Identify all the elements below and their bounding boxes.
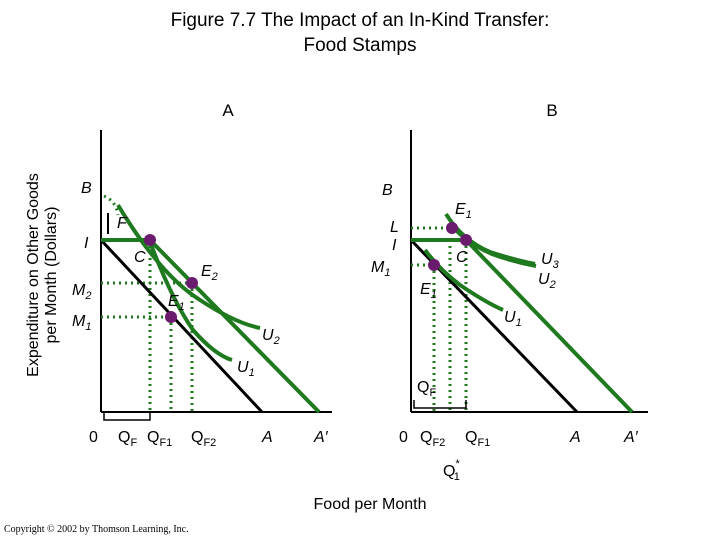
panel-b-label-i: I	[392, 237, 397, 254]
panel-a-qf-bracket	[103, 412, 151, 421]
panel-b-label-a-prime: A′	[623, 429, 639, 446]
panel-b-label-qf2: QF2	[420, 429, 445, 449]
x-axis-label: Food per Month	[314, 496, 427, 513]
panel-b-label-qf1: QF1	[465, 429, 490, 449]
panel-b-curve-u2	[450, 224, 537, 268]
panel-b-label-u1: U1	[504, 309, 522, 329]
panel-b-point-c	[460, 234, 472, 246]
panel-b-qf-bracket	[413, 400, 467, 409]
y-axis-label-line1: Expenditure on Other Goods	[25, 173, 42, 377]
panel-a-label-u2: U2	[262, 327, 280, 347]
panel-b-point-e1-top	[446, 222, 458, 234]
panel-a-title: A	[222, 101, 234, 120]
panel-a-point-e1	[165, 311, 177, 323]
panel-b: B L I M1 E1 C E1 U3 U2 U1 QF 0 QF2 QF1 A…	[371, 130, 648, 483]
panel-b-label-origin: 0	[399, 429, 408, 446]
panel-a-label-a: A	[261, 429, 273, 446]
panel-b-label-l: L	[390, 219, 399, 236]
panel-a-label-i: I	[84, 235, 89, 252]
panel-b-label-b: B	[382, 182, 393, 199]
panel-a-label-a-prime: A′	[313, 429, 329, 446]
panel-b-label-u3: U3	[541, 251, 560, 271]
figure-title-line1: Figure 7.7 The Impact of an In-Kind Tran…	[170, 10, 550, 31]
panel-a-label-e2: E2	[201, 263, 218, 283]
panel-b-label-a: A	[569, 429, 581, 446]
panel-a-label-qf1: QF1	[147, 429, 172, 449]
panel-a-label-e1: E1	[168, 293, 185, 313]
panel-a-label-m1: M1	[72, 313, 91, 333]
panel-a-label-b: B	[81, 180, 92, 197]
panel-b-label-e1: E1	[420, 281, 437, 301]
panel-b-label-c: C	[456, 249, 468, 266]
panel-b-point-e1	[428, 259, 440, 271]
panel-b-label-qf-bracket: QF	[417, 379, 436, 399]
panel-a-label-qf: QF	[118, 429, 137, 449]
panel-a-label-m2: M2	[72, 282, 91, 302]
panel-a-label-f: F	[117, 215, 128, 232]
y-axis-label-line2: per Month (Dollars)	[43, 207, 60, 344]
panel-a-curve-u2	[116, 203, 261, 330]
panel-a-curve-u1	[148, 241, 233, 362]
panel-b-label-e1-top: E1	[455, 201, 472, 221]
panel-b-label-q1star: Q* 1	[443, 458, 460, 483]
panel-b-label-m1: M1	[371, 259, 390, 279]
panel-a-budget-line-a	[99, 238, 264, 414]
panel-a-guide-b-arc	[103, 194, 120, 216]
panel-a-point-c	[144, 234, 156, 246]
panel-b-label-u2: U2	[538, 271, 556, 291]
panel-a-label-qf2: QF2	[191, 429, 216, 449]
panel-a-point-e2	[186, 277, 198, 289]
panel-a-label-u1: U1	[237, 359, 255, 379]
figure-title-line2: Food Stamps	[303, 35, 417, 56]
copyright-notice: Copyright © 2002 by Thomson Learning, In…	[4, 524, 189, 535]
panel-a-label-origin: 0	[89, 429, 98, 446]
panel-b-title: B	[546, 101, 557, 120]
panel-a: B I M2 M1 F C E2 E1 U2 U1 0 QF QF1 QF2 A…	[72, 130, 332, 449]
panel-a-label-c: C	[134, 249, 146, 266]
y-axis-label: Expenditure on Other Goods per Month (Do…	[25, 173, 60, 377]
figure-title: Figure 7.7 The Impact of an In-Kind Tran…	[0, 8, 720, 58]
